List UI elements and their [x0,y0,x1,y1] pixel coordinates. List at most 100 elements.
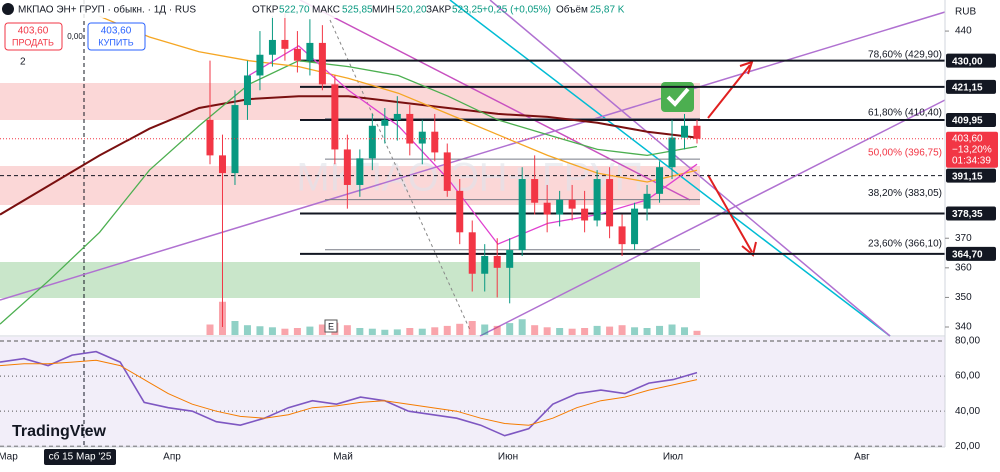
level-tag [946,246,996,261]
ohlc-label: ЗАКР [426,5,452,16]
candle-body [506,250,514,268]
volume-bar [281,328,289,335]
volume-bar [293,328,301,335]
ohlc-label: МИН [372,5,395,16]
volume-bar [481,324,489,335]
volume-bar [493,325,501,335]
volume: 25,87 K [590,5,625,16]
ohlc-value: 522,70 [279,5,310,16]
candle-body [481,255,489,274]
volume-bar [681,327,689,335]
change: +0,25 (+0,05%) [482,5,551,16]
rsi-tick-label: 20,00 [955,441,980,452]
candle-body [381,119,389,126]
volume-bar [506,323,514,335]
volume-bar [581,328,589,335]
sell-price: 403,60 [18,26,49,37]
moving-average [0,95,698,216]
rsi-tick-label: 80,00 [955,336,980,347]
volume-bar [518,319,526,335]
rsi-ma [0,359,698,426]
arrow-up [707,60,754,119]
volume-bar [643,328,651,335]
volume-bar [656,325,664,335]
volume-bar [431,327,439,335]
level-label: 378,35 [952,209,983,220]
y-tick-label: 440 [955,26,972,37]
rsi-line [0,350,698,437]
candle-body [293,48,301,61]
candle-body [343,149,351,185]
ohlc-value: 523,25 [452,5,483,16]
price-axis [945,0,1000,467]
candle-body [418,131,426,144]
fib-label: 23,60% (366,10) [868,238,942,249]
level-tag [946,113,996,128]
x-tick-label: Май [333,452,353,463]
volume-bar [631,327,639,335]
candle-body [556,199,564,215]
candle-body [306,42,314,61]
buy-price: 403,60 [101,26,132,37]
header-bg [0,0,360,18]
candle-body [693,125,701,139]
earnings-badge[interactable] [324,319,338,333]
volume-bar [206,324,214,335]
sell-button[interactable] [4,22,63,51]
sell-label: ПРОДАТЬ [12,37,54,47]
support-zone [0,262,700,298]
volume-bar [268,327,276,335]
ohlc-value: 525,85 [342,5,373,16]
volume-bar [593,325,601,335]
candle-body [568,199,576,209]
candle-body [518,179,526,251]
volume-bar [668,324,676,335]
volume-bar [618,325,626,335]
check-mark [666,87,690,107]
volume-bar [531,325,539,335]
volume-bar [556,328,564,335]
level-tag [946,53,996,68]
candle-body [206,119,214,156]
crosshair-date-tag [44,449,116,465]
level-label: 421,15 [952,82,983,93]
trendline [449,0,891,337]
candle-body [268,39,276,55]
buy-button[interactable] [87,22,146,51]
volume-bar [606,326,614,335]
volume-bar [693,330,701,335]
volume-bar [406,328,414,335]
symbol: МКПАО ЭН+ ГРУП · обыкн. · 1Д · RUS [18,4,196,16]
candle-body [281,39,289,49]
fib-label: 78,60% (429,90) [868,50,942,61]
candle-body [606,179,614,227]
fib-label: 61,80% (410,40) [868,107,942,118]
x-tick-label: Апр [163,452,181,463]
y-tick-label: 360 [955,262,972,273]
volume-bar [456,323,464,335]
x-tick-label: Авг [854,452,870,463]
buy-label: КУПИТЬ [98,37,133,47]
ohlc-label: Объём [556,4,588,16]
candle-body [681,125,689,138]
level-label: 364,70 [952,250,983,261]
moving-average [0,60,698,325]
candle-body [368,125,376,159]
volume-bar [393,329,401,335]
x-tick-label: Июл [663,452,683,463]
volume-bar [418,328,426,335]
rsi-pane [0,337,945,447]
candle-body [618,226,626,245]
candle-body [256,54,264,76]
volume-bar [568,328,576,335]
last-change: −13,20% [952,144,992,155]
volume-bar [231,321,239,335]
volume-bar [468,321,476,335]
currency[interactable]: RUB [955,7,976,18]
volume-bar [356,328,364,335]
last-price-tag [946,131,998,168]
level-tag [946,79,996,94]
last-price: 403,60 [952,133,983,144]
